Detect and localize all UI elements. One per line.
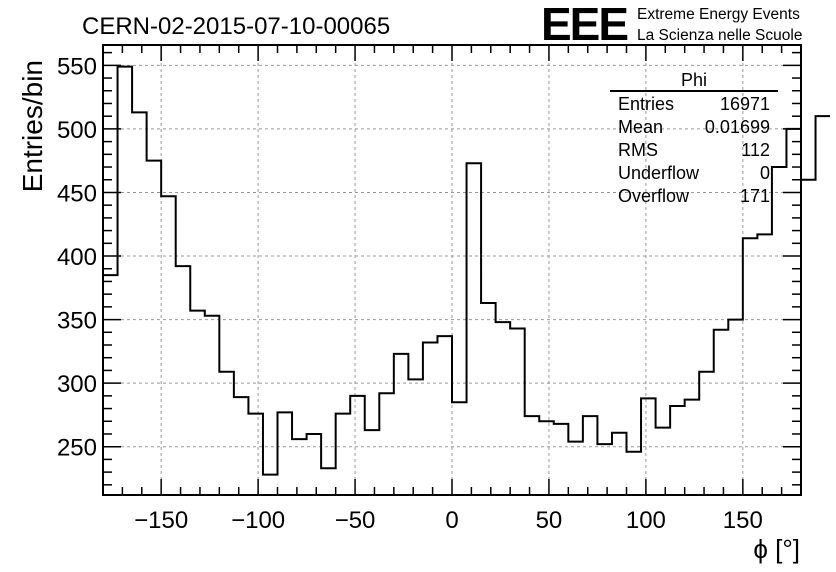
eee-logo-letters: EEE xyxy=(541,0,627,50)
stats-box-title: Phi xyxy=(681,70,707,90)
x-tick-labels: −150 −100 −50 0 50 100 150 xyxy=(134,507,763,534)
stats-row-mean: Mean 0.01699 xyxy=(618,117,770,137)
stats-value: 0.01699 xyxy=(705,117,770,137)
x-tick-label: 150 xyxy=(723,507,763,534)
eee-logo: EEE Extreme Energy Events La Scienza nel… xyxy=(541,0,802,50)
stats-value: 16971 xyxy=(720,94,770,114)
stats-value: 171 xyxy=(740,186,770,206)
stats-label: Entries xyxy=(618,94,674,114)
y-tick-labels: 250 300 350 400 450 500 550 xyxy=(57,53,97,461)
stats-label: RMS xyxy=(618,140,658,160)
y-tick-label: 450 xyxy=(57,180,97,207)
x-tick-label: 0 xyxy=(445,507,458,534)
x-tick-label: −50 xyxy=(335,507,376,534)
y-tick-label: 550 xyxy=(57,53,97,80)
stats-value: 112 xyxy=(741,140,770,160)
x-tick-label: 50 xyxy=(536,507,563,534)
y-tick-label: 350 xyxy=(57,308,97,335)
stats-row-rms: RMS 112 xyxy=(618,140,770,160)
x-tick-label: −150 xyxy=(134,507,188,534)
x-axis-title: ϕ [°] xyxy=(753,534,800,564)
stats-row-overflow: Overflow 171 xyxy=(618,186,770,206)
y-tick-label: 250 xyxy=(57,435,97,462)
x-tick-label: 100 xyxy=(626,507,666,534)
stats-label: Overflow xyxy=(618,186,690,206)
stats-row-entries: Entries 16971 xyxy=(618,94,770,114)
run-title: CERN-02-2015-07-10-00065 xyxy=(82,13,390,40)
x-tick-label: −100 xyxy=(231,507,285,534)
y-axis-title: Entries/bin xyxy=(17,60,48,192)
stats-label: Underflow xyxy=(618,163,700,183)
stats-box: Phi Entries 16971 Mean 0.01699 RMS 112 U… xyxy=(610,70,778,206)
stats-row-underflow: Underflow 0 xyxy=(618,163,770,183)
eee-logo-line1: Extreme Energy Events xyxy=(637,6,800,23)
axis-ticks xyxy=(102,45,802,495)
y-tick-label: 400 xyxy=(57,244,97,271)
y-tick-label: 500 xyxy=(57,117,97,144)
y-tick-label: 300 xyxy=(57,371,97,398)
stats-label: Mean xyxy=(618,117,663,137)
histogram-series xyxy=(103,65,831,476)
eee-logo-line2: La Scienza nelle Scuole xyxy=(637,27,802,44)
stats-value: 0 xyxy=(760,163,770,183)
grid-lines xyxy=(103,45,801,495)
